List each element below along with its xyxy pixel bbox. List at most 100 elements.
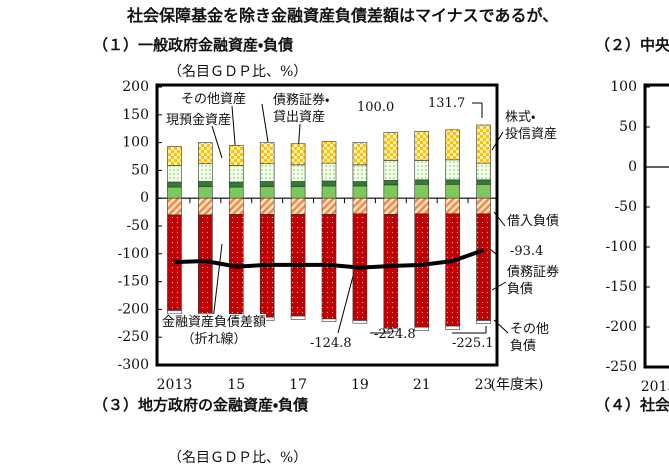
y-tick-label: -100 — [118, 246, 149, 262]
series-label: 現預金資産 — [166, 113, 232, 128]
panel-title: （１）一般政府金融資産・負債 — [93, 36, 294, 54]
x-tick-label: 2013 — [157, 377, 193, 393]
y-tick-label: -150 — [606, 279, 637, 295]
bar-segment — [198, 181, 213, 187]
panel-title: （３）地方政府の金融資産・負債 — [93, 396, 309, 414]
plot-frame — [643, 83, 669, 369]
bar-segment — [198, 197, 213, 216]
series-label: その他資産 — [181, 92, 247, 107]
bar-segment — [414, 326, 430, 331]
bar-segment — [445, 179, 460, 185]
bar-segment — [445, 197, 460, 215]
bar-segment — [476, 184, 491, 199]
series-label: 債務証券・ 貸出資産 — [273, 93, 330, 125]
y-tick-label: -150 — [118, 274, 149, 290]
bar-segment — [321, 141, 337, 164]
bar-segment — [228, 165, 244, 183]
bar-segment — [476, 197, 491, 215]
y-tick-label: 0 — [628, 159, 637, 175]
bar-segment — [321, 197, 337, 215]
bar-segment — [476, 162, 491, 181]
bar-segment — [259, 163, 275, 182]
bar-segment — [167, 165, 182, 183]
bar-segment — [414, 184, 430, 199]
panel-title: （４）社会 — [595, 396, 669, 414]
x-tick-label: 23 — [475, 377, 493, 393]
bar-segment — [290, 143, 306, 166]
x-suffix: (年度末) — [491, 377, 544, 393]
annotation: 131.7 — [428, 96, 466, 111]
bar-segment — [383, 132, 399, 161]
unit-label: （名目ＧＤＰ比、%） — [168, 450, 308, 466]
bar-segment — [445, 184, 460, 199]
bar-segment — [352, 181, 368, 187]
panel-title: （２）中央 — [595, 36, 669, 54]
bar-segment — [352, 185, 368, 199]
y-tick-label: -50 — [614, 199, 637, 215]
x-tick-label: 21 — [413, 377, 431, 393]
series-label: 債務証券 負債 — [507, 265, 560, 297]
bar-segment — [198, 163, 213, 182]
value-label: -93.4 — [510, 244, 544, 259]
bar-segment — [290, 197, 306, 215]
x-tick-label: 17 — [289, 377, 307, 393]
bar-segment — [228, 197, 244, 215]
bar-segment — [259, 186, 275, 199]
x-tick-label: 2013 — [641, 379, 669, 395]
y-tick-label: 150 — [122, 107, 149, 123]
bar-segment — [476, 124, 491, 164]
bar-segment — [198, 214, 213, 314]
bar-segment — [198, 142, 213, 165]
y-tick-label: -300 — [118, 357, 149, 373]
y-tick-label: -250 — [118, 329, 149, 345]
net-line — [174, 248, 485, 270]
y-tick-label: 100 — [610, 79, 637, 95]
bar-segment — [445, 129, 460, 161]
bar-segment — [352, 142, 368, 166]
bar-segment — [476, 320, 491, 324]
plot-frame — [155, 83, 499, 367]
bar-segment — [352, 320, 368, 324]
y-tick-label: 200 — [122, 79, 149, 95]
bar-segment — [383, 184, 399, 199]
bar-segment — [383, 197, 399, 215]
page-heading: 社会保障基金を除き金融資産負債差額はマイナスであるが、 — [127, 6, 559, 25]
bar-segment — [259, 197, 275, 215]
bar-segment — [445, 159, 460, 181]
y-tick-label: 50 — [131, 162, 149, 178]
bar-segment — [290, 186, 306, 199]
series-label: 借入負債 — [507, 214, 560, 229]
bar-segment — [290, 164, 306, 182]
bar-segment — [321, 185, 337, 199]
bar-segment — [414, 213, 430, 328]
y-tick-label: -250 — [606, 359, 637, 375]
series-label: 株式・ 投信資産 — [505, 110, 558, 142]
y-tick-label: -100 — [606, 239, 637, 255]
bar-segment — [290, 181, 306, 187]
bar-segment — [167, 310, 182, 315]
unit-label: （名目ＧＤＰ比、%） — [168, 64, 308, 80]
y-tick-label: 50 — [619, 119, 637, 135]
bar-segment — [414, 179, 430, 185]
bar-segment — [228, 145, 244, 166]
bar-segment — [414, 197, 430, 215]
bar-segment — [352, 164, 368, 182]
annotation: 100.0 — [357, 100, 395, 115]
bar-segment — [383, 160, 399, 181]
bar-segment — [383, 180, 399, 186]
bar-segment — [414, 131, 430, 161]
y-tick-label: 0 — [140, 190, 149, 206]
series-label: 金融資産負債差額 （折れ線） — [162, 314, 267, 348]
bar-segment — [167, 181, 182, 188]
bar-segment — [228, 181, 244, 188]
bar-segment — [167, 197, 182, 216]
bar-segment — [383, 214, 399, 329]
bar-segment — [383, 328, 399, 332]
y-tick-label: -200 — [606, 319, 637, 335]
bar-segment — [259, 142, 275, 165]
y-tick-label: 100 — [122, 135, 149, 151]
annotation: -225.1 — [452, 336, 494, 351]
value-label: -124.8 — [310, 336, 352, 351]
